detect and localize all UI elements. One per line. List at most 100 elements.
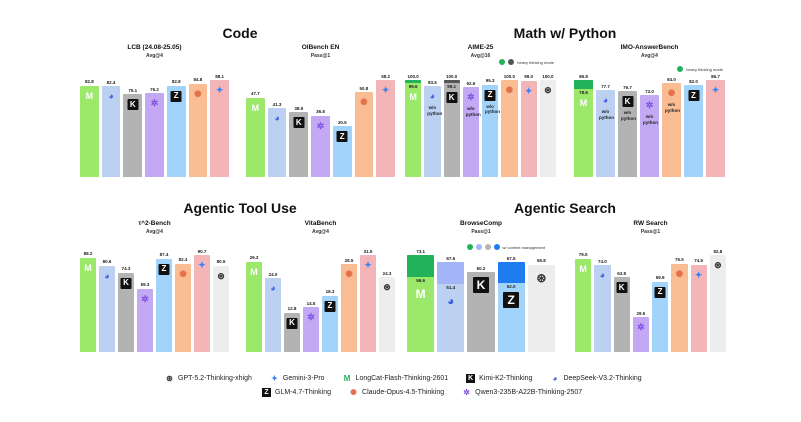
- mini-legend: heavy thinking mode: [499, 59, 554, 65]
- value-label: 95.3: [485, 78, 495, 84]
- glm-z-icon: Z: [170, 90, 182, 102]
- chart-title: OIBench EN: [301, 44, 340, 51]
- chart-browsecomp: BrowseComp Pass@1 w/ context management 56.…: [407, 220, 555, 352]
- value-label: 86.7: [711, 73, 720, 79]
- bar-qwen: ✲ w/o python: [462, 87, 481, 177]
- chart-subtitle: Avg@4: [146, 53, 163, 59]
- base-value-label: 99.6: [408, 84, 418, 89]
- value-label: 73.0: [645, 88, 654, 94]
- chart-subtitle: Pass@1: [471, 229, 491, 235]
- value-label: 59.3: [140, 282, 150, 288]
- chart-aime-25: AIME-25 Avg@16 heavy thinking mode 99.6 M 100…: [405, 44, 556, 177]
- value-label: 80.6: [102, 259, 112, 265]
- value-label: 76.2: [150, 86, 159, 92]
- value-label: 82.8: [171, 79, 181, 85]
- value-label: 82.0: [689, 78, 698, 84]
- section-title-math: Math w/ Python: [513, 25, 617, 41]
- value-label: 87.4: [159, 252, 169, 258]
- gemini-sparkle-icon: ✦: [694, 269, 703, 280]
- bar-glm: Z: [684, 85, 703, 177]
- value-label: 24.0: [268, 271, 278, 277]
- mini-legend-label: w/ context management: [502, 244, 545, 250]
- gemini-sparkle-icon: ✦: [198, 260, 206, 270]
- longcat-icon: M: [409, 92, 417, 102]
- bar-gpt: ⊛: [213, 265, 229, 352]
- gemini-sparkle-icon: ✦: [711, 85, 720, 96]
- bar-gpt: ⊛: [539, 80, 556, 177]
- plot-area: M 88.2 ◕ 80.6 K 74.3 ✲ 59.3 Z 87.4 ✺ 82.4 ✦ 90.7 ⊛ 80.5: [80, 249, 229, 352]
- kimi-k-icon: K: [127, 99, 139, 111]
- value-label: 67.5: [506, 255, 516, 261]
- deepseek-whale-icon: ◕: [108, 91, 114, 102]
- bar-deepseek: ◕: [99, 265, 115, 352]
- bar-gemini: ✦: [520, 80, 537, 177]
- legend-label: DeepSeek-V3.2-Thinking: [563, 375, 642, 382]
- bar-deepseek: ◕: [594, 265, 611, 352]
- value-label: 100.0: [407, 73, 419, 79]
- bar-kimi: 99.1 K: [443, 80, 460, 177]
- bar-glm: Z: [156, 258, 172, 352]
- legend-label: LongCat-Flash-Thinking-2601: [355, 375, 449, 382]
- deepseek-whale-icon: ◕: [104, 270, 110, 281]
- claude-starburst-icon: ✺: [505, 85, 514, 95]
- kimi-k-icon: K: [446, 92, 458, 103]
- mini-legend-label: heavy thinking mode: [517, 59, 554, 65]
- legend-item-gpt: ⊛ GPT-5.2-Thinking-xhigh: [165, 374, 252, 383]
- bar-deepseek: 51.4 ◕: [437, 262, 465, 352]
- qwen-icon: ✲: [637, 322, 645, 333]
- openai-icon: ⊛: [383, 282, 391, 293]
- base-value-label: 99.1: [447, 84, 456, 89]
- bar-qwen: ✲: [311, 115, 330, 177]
- bar-gemini: ✦: [210, 80, 229, 177]
- glm-z-icon: Z: [158, 263, 170, 275]
- qwen-icon: ✲: [645, 100, 654, 111]
- qwen-icon: ✲: [467, 92, 475, 103]
- value-label: 74.5: [694, 258, 703, 264]
- note-without-python: w/o python: [485, 103, 500, 114]
- longcat-icon: M: [415, 286, 426, 301]
- legend-dot: [499, 59, 506, 65]
- kimi-k-icon: K: [472, 277, 489, 294]
- bar-segment-extra: [443, 80, 460, 83]
- bar-longcat: M: [246, 261, 262, 352]
- bar-deepseek: ◕: [265, 278, 281, 352]
- bar-deepseek: ◕ w/o python: [424, 86, 442, 177]
- longcat-icon: M: [250, 266, 258, 277]
- gemini-sparkle-icon: ✦: [215, 85, 224, 95]
- value-label: 93.5: [427, 79, 437, 85]
- legend-dot: [466, 244, 473, 250]
- value-label: 28.5: [344, 257, 354, 263]
- value-label: 38.9: [294, 105, 304, 111]
- value-label: 63.8: [617, 270, 626, 276]
- note-without-python: w/o python: [599, 109, 614, 120]
- section-title-search: Agentic Search: [514, 200, 616, 216]
- chart-subtitle: Pass@1: [310, 53, 331, 59]
- bar-deepseek: ◕: [101, 86, 121, 177]
- bar-longcat: 78.6 M: [574, 80, 593, 177]
- base-value-label: 78.6: [579, 90, 588, 96]
- chart-subtitle: Avg@4: [312, 229, 329, 235]
- value-label: 73.1: [416, 248, 425, 254]
- glm-z-icon: Z: [688, 90, 699, 102]
- bar-gpt: ⊛: [379, 277, 395, 352]
- glm-z-icon: Z: [324, 300, 336, 312]
- value-label: 90.7: [197, 248, 207, 254]
- glm-z-icon: Z: [262, 388, 271, 397]
- bar-deepseek: ◕: [267, 108, 287, 177]
- bar-qwen: ✲: [632, 317, 649, 352]
- value-label: 36.8: [316, 109, 325, 115]
- kimi-k-icon: K: [466, 374, 476, 383]
- value-label: 29.5: [636, 310, 646, 316]
- plot-area: M 47.7 ◕ 41.3 K 38.9 ✲ 36.8 Z 30.5 ✺ 50.8 ✦ 58.2: [246, 74, 395, 177]
- bar-kimi: K: [118, 272, 134, 352]
- legend-label: Kimi-K2-Thinking: [479, 375, 533, 382]
- legend-item-kimi: K Kimi-K2-Thinking: [466, 374, 532, 383]
- value-label: 92.6: [466, 80, 476, 86]
- longcat-icon: M: [84, 262, 92, 273]
- plot-area: 56.6 M 73.1 51.4 ◕ 67.6 K 60.2 52.0 Z 67.5 ⊛ 65.8: [407, 249, 555, 352]
- value-label: 84.8: [193, 77, 203, 83]
- legend-item-deepseek: ◕ DeepSeek-V3.2-Thinking: [550, 374, 642, 383]
- bar-longcat: 56.6 M: [407, 255, 435, 352]
- value-label: 75.5: [674, 257, 684, 263]
